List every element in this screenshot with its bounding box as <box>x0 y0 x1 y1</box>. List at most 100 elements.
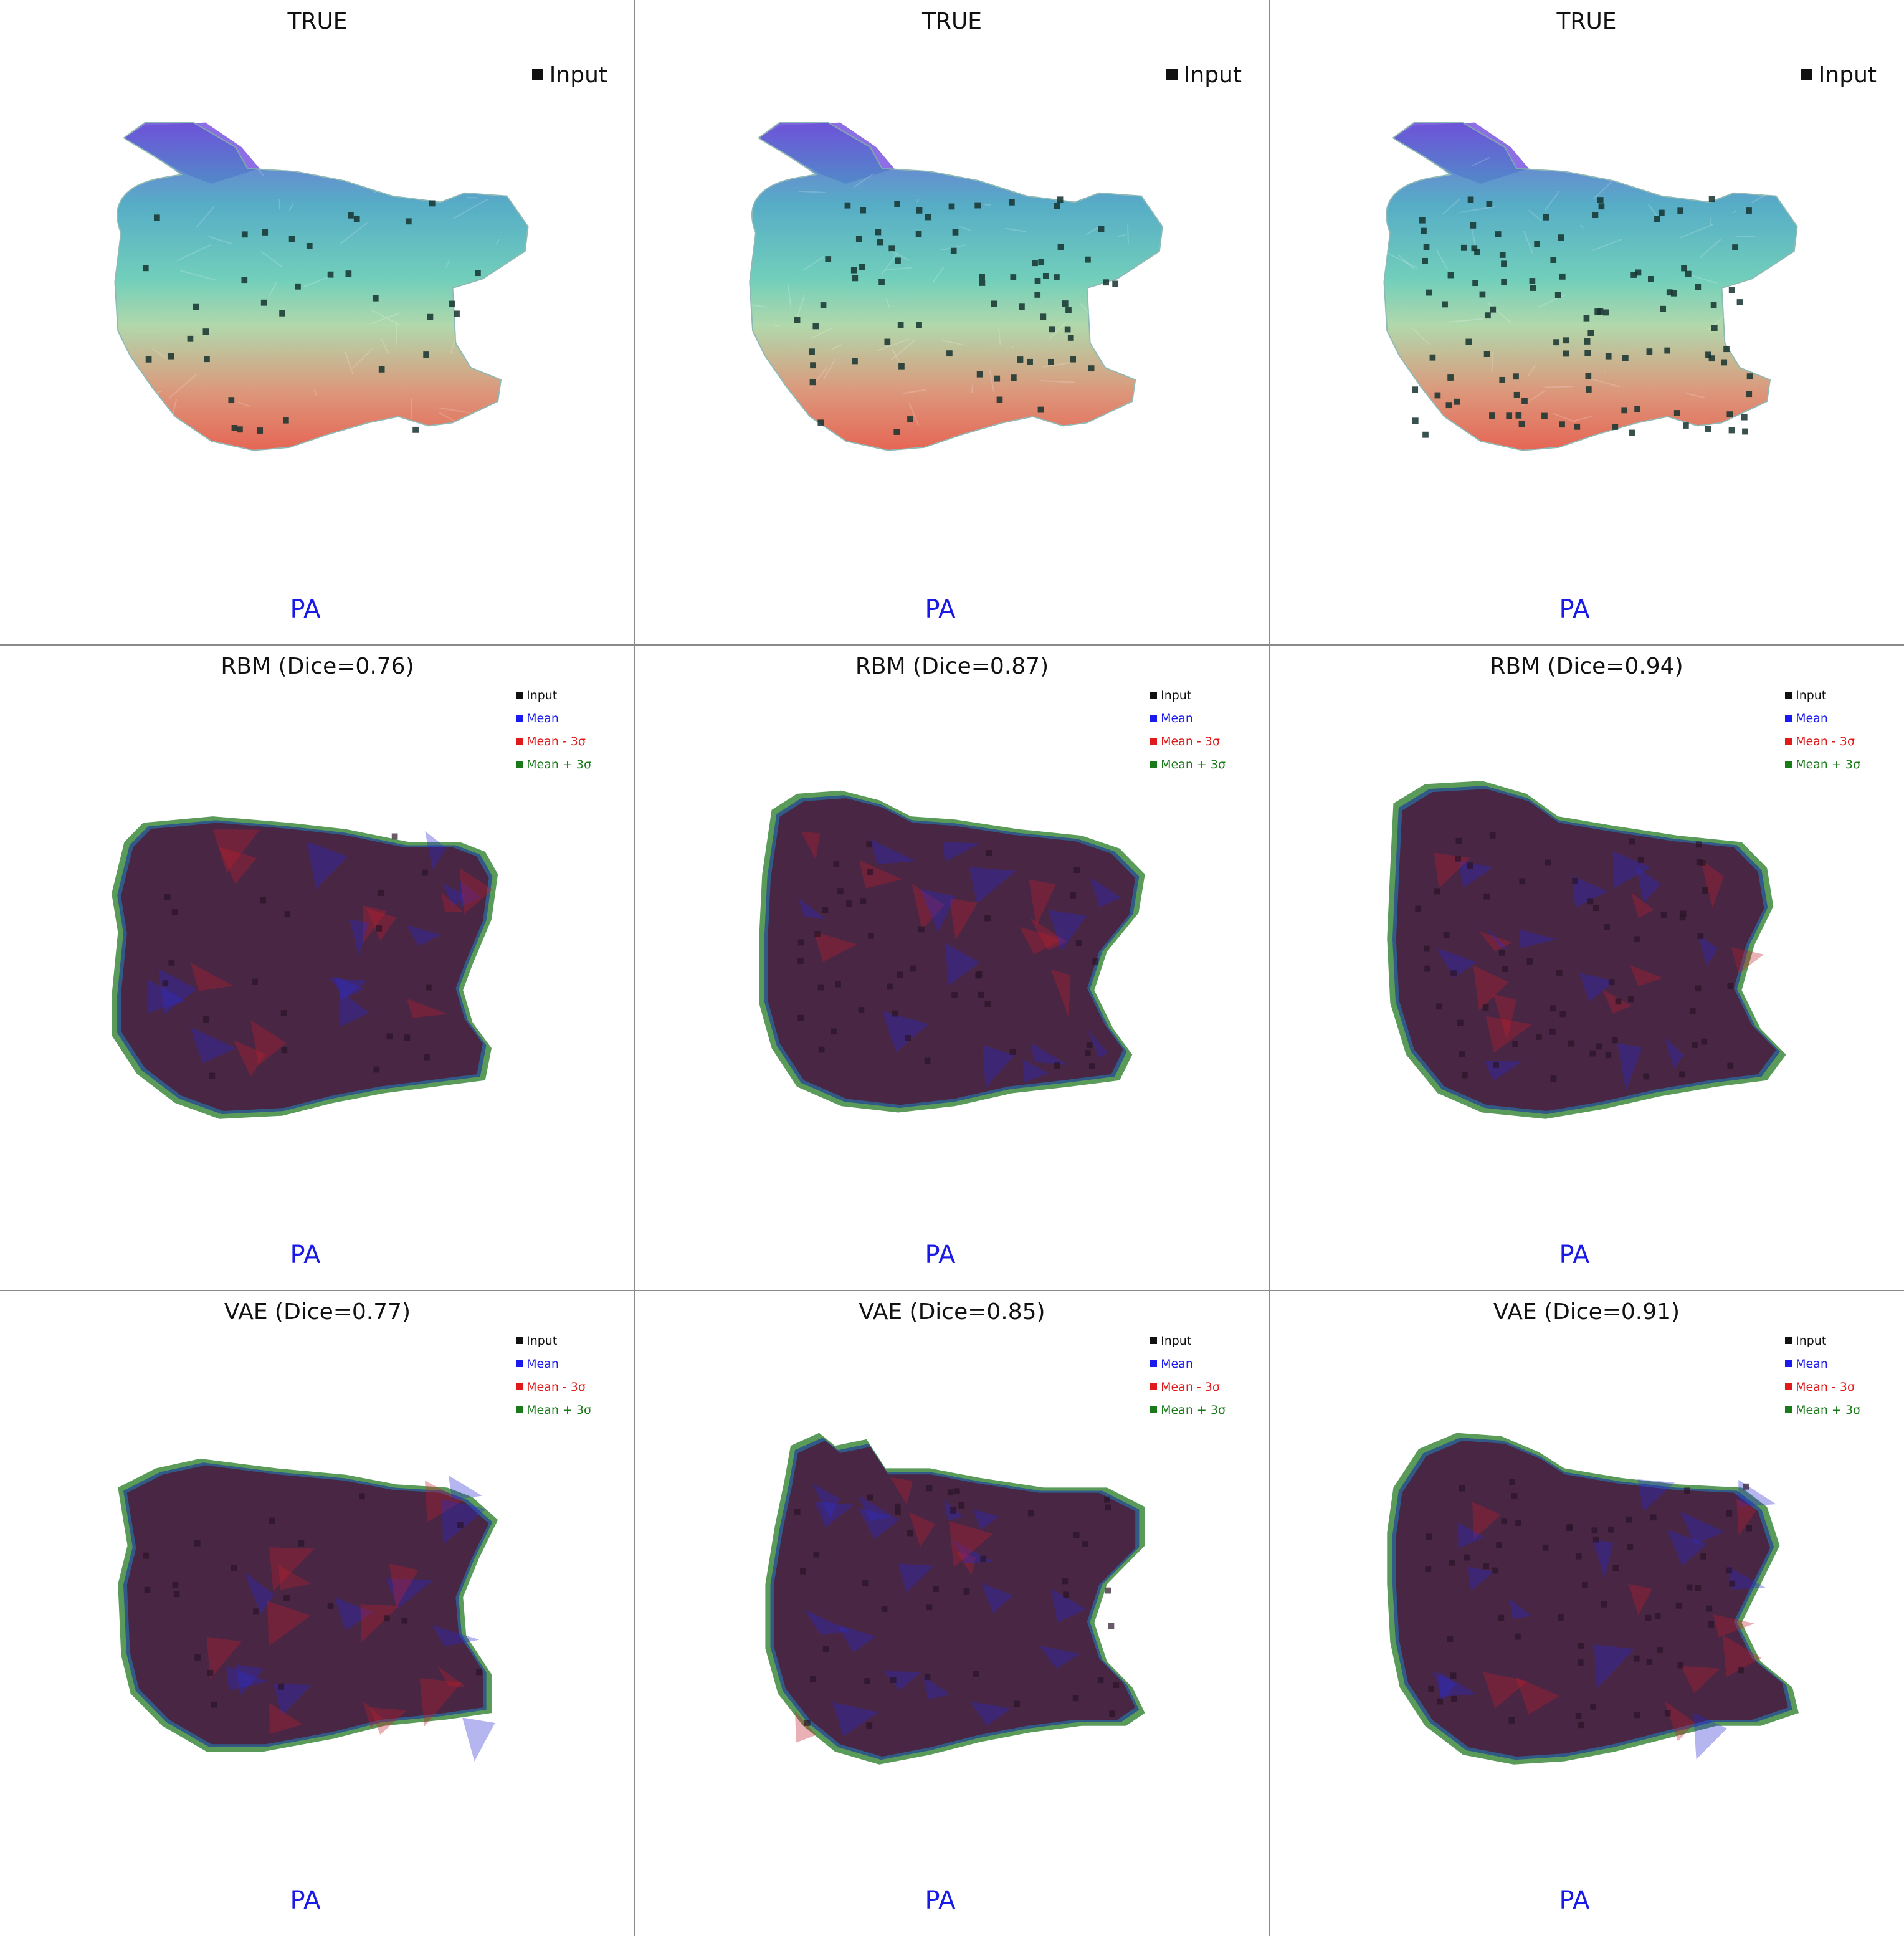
view-orientation-label: PA <box>290 1886 321 1915</box>
input-point <box>1450 970 1457 977</box>
mesh-facet <box>307 841 348 889</box>
input-point <box>1695 1585 1702 1591</box>
mesh-facet <box>1468 1566 1494 1591</box>
input-point <box>1512 1041 1518 1047</box>
mesh-facet <box>859 860 902 889</box>
input-point <box>1048 358 1054 365</box>
mesh-facet <box>450 332 459 353</box>
input-point <box>1034 277 1041 284</box>
input-point <box>1729 1580 1736 1587</box>
input-point <box>1634 936 1640 943</box>
input-point <box>269 1517 275 1524</box>
input-point <box>835 981 841 988</box>
input-point <box>1645 1614 1652 1621</box>
input-point <box>193 303 199 310</box>
legend: Input <box>1801 61 1877 88</box>
input-point <box>1483 351 1490 358</box>
mesh-facet <box>369 1707 407 1735</box>
input-point <box>820 302 827 308</box>
input-point <box>925 214 931 221</box>
input-point <box>1082 1541 1088 1547</box>
input-point <box>1695 985 1702 992</box>
mesh-facet <box>226 1666 269 1691</box>
input-point <box>924 1674 931 1681</box>
input-point <box>884 338 891 345</box>
input-point <box>980 1555 987 1562</box>
mesh-facet <box>189 1026 236 1064</box>
input-point <box>143 1552 149 1559</box>
input-point <box>924 1057 931 1064</box>
mesh-facet <box>1523 231 1533 254</box>
mesh-facet <box>406 925 441 947</box>
input-point <box>1605 353 1612 360</box>
input-point <box>1566 1525 1573 1532</box>
input-point <box>973 1671 979 1677</box>
mesh-facet <box>152 348 168 360</box>
input-point <box>1027 358 1033 365</box>
input-point <box>1072 1695 1079 1702</box>
input-point <box>1705 426 1711 432</box>
mesh-facet <box>1594 1644 1635 1689</box>
mesh-facet <box>1664 1037 1684 1069</box>
input-point <box>1105 1504 1111 1511</box>
input-point <box>1065 307 1072 313</box>
legend-marker-icon <box>1150 738 1158 745</box>
input-point <box>1445 402 1452 409</box>
input-point <box>262 229 269 236</box>
input-point <box>809 348 815 355</box>
input-point <box>1506 412 1513 419</box>
mesh-facet <box>1050 969 1071 1018</box>
input-point <box>1482 1004 1489 1011</box>
mesh-facet <box>1381 249 1418 269</box>
mesh-facet <box>1090 877 1121 908</box>
panel-3-1: VAE (Dice=0.77) Input Mean Mean - 3σ Mean + … <box>0 1290 635 1936</box>
legend-marker-icon <box>1785 738 1792 745</box>
panel-3-3: VAE (Dice=0.91) Input Mean Mean - 3σ Mean + … <box>1269 1290 1904 1936</box>
view-orientation-label: PA <box>925 1241 956 1269</box>
mesh-facet <box>831 343 843 350</box>
mesh-facet <box>1019 927 1064 955</box>
mesh-facet <box>170 398 178 422</box>
input-point <box>1633 1655 1640 1662</box>
mesh-facet <box>1434 852 1470 889</box>
input-point <box>1412 417 1419 424</box>
mesh-facet <box>257 168 264 176</box>
mesh-facet <box>1087 1028 1108 1058</box>
input-point <box>1696 859 1703 865</box>
mesh-facet <box>1118 234 1126 237</box>
input-point <box>809 1676 816 1682</box>
mesh-facet <box>1080 303 1098 323</box>
input-point <box>449 300 455 307</box>
legend-marker-icon <box>1785 761 1792 768</box>
mesh-facet <box>135 418 143 435</box>
input-point <box>1450 1695 1457 1702</box>
input-point <box>145 356 152 363</box>
mesh-facet <box>832 1702 878 1737</box>
input-point <box>260 897 266 904</box>
input-point <box>1489 832 1496 839</box>
input-point <box>1585 373 1592 379</box>
legend-label: Mean <box>1161 711 1193 725</box>
input-point <box>797 1014 804 1021</box>
mesh-facet <box>424 1481 464 1522</box>
input-point <box>812 323 819 330</box>
mesh-facet <box>462 1717 495 1762</box>
input-point <box>279 310 285 317</box>
mesh-facet <box>814 1501 854 1528</box>
legend: Input <box>531 61 607 88</box>
input-point <box>1040 313 1047 320</box>
input-point <box>1105 1587 1111 1594</box>
panel-title: VAE (Dice=0.77) <box>224 1299 411 1325</box>
mesh-render <box>1387 1433 1799 1765</box>
input-point <box>283 1594 290 1601</box>
input-point <box>1428 1686 1434 1692</box>
legend: Input Mean Mean - 3σ Mean + 3σ <box>516 1329 591 1421</box>
mesh-facet <box>360 1604 399 1643</box>
mesh-facet <box>154 390 163 394</box>
mesh-facet <box>370 308 401 327</box>
input-point <box>353 216 360 222</box>
legend-label: Mean - 3σ <box>1796 734 1855 748</box>
legend-item: Mean - 3σ <box>1785 1375 1860 1398</box>
input-point <box>231 1565 237 1571</box>
input-point <box>1677 207 1684 214</box>
